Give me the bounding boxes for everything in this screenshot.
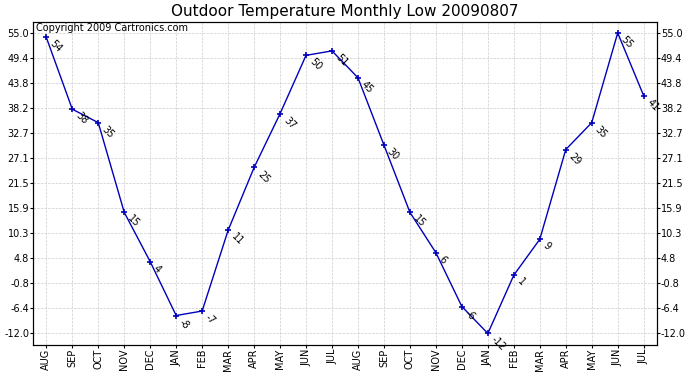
Text: 50: 50 [308,57,323,73]
Text: 15: 15 [126,214,141,230]
Text: 35: 35 [593,124,609,140]
Text: Copyright 2009 Cartronics.com: Copyright 2009 Cartronics.com [37,23,188,33]
Text: 15: 15 [411,214,427,230]
Text: 37: 37 [282,115,297,131]
Text: 25: 25 [255,169,271,185]
Text: -6: -6 [463,308,477,322]
Text: -7: -7 [204,312,217,326]
Text: 1: 1 [515,276,526,288]
Text: 45: 45 [359,79,375,95]
Text: -12: -12 [489,335,508,353]
Text: -8: -8 [177,317,191,331]
Text: 30: 30 [385,147,401,162]
Text: 6: 6 [437,254,448,266]
Title: Outdoor Temperature Monthly Low 20090807: Outdoor Temperature Monthly Low 20090807 [171,4,519,19]
Text: 38: 38 [74,111,90,126]
Text: 51: 51 [333,52,349,68]
Text: 11: 11 [230,232,245,248]
Text: 54: 54 [48,39,63,55]
Text: 41: 41 [645,97,661,113]
Text: 29: 29 [567,151,583,167]
Text: 9: 9 [541,241,553,252]
Text: 35: 35 [99,124,115,140]
Text: 4: 4 [152,263,163,274]
Text: 55: 55 [619,34,635,50]
